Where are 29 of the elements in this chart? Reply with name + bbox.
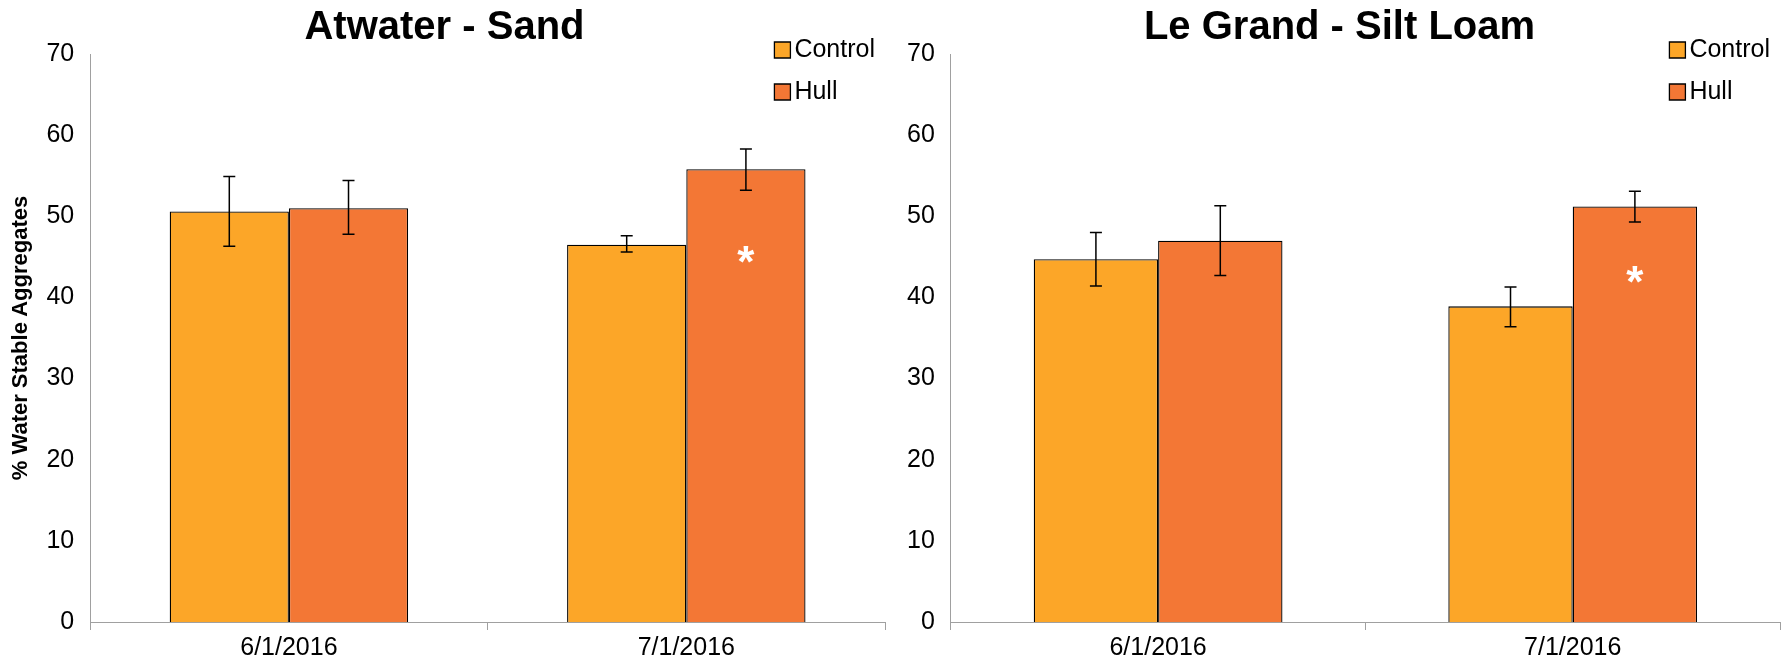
y-tick-label: 10: [907, 524, 935, 553]
y-tick-label: 40: [46, 281, 75, 310]
legend-label: Hull: [794, 75, 838, 104]
y-axis-title: % Water Stable Aggregates: [7, 195, 33, 481]
y-tick-label: 40: [907, 281, 935, 310]
y-tick-label: 30: [907, 362, 935, 391]
legend-label: Hull: [1689, 75, 1733, 104]
x-tick-label: 6/1/2016: [240, 631, 338, 660]
chart-title: Le Grand - Silt Loam: [1143, 3, 1536, 48]
y-tick-label: 50: [46, 200, 75, 229]
legend-label: Control: [1689, 33, 1770, 62]
x-tick-label: 7/1/2016: [637, 631, 735, 660]
y-tick-label: 0: [60, 605, 75, 634]
y-tick-label: 10: [46, 524, 75, 553]
y-tick-label: 20: [46, 443, 75, 472]
annotation: *: [737, 237, 756, 286]
y-tick-label: 20: [907, 443, 935, 472]
y-tick-label: 60: [46, 119, 75, 148]
y-tick-label: 30: [46, 362, 75, 391]
y-tick-label: 0: [920, 605, 935, 634]
chart-title: Atwater - Sand: [304, 3, 585, 48]
y-tick-label: 70: [46, 37, 75, 66]
y-tick-label: 50: [907, 200, 935, 229]
annotation: *: [1626, 257, 1645, 307]
x-tick-label: 7/1/2016: [1524, 631, 1622, 660]
x-tick-label: 6/1/2016: [1109, 631, 1207, 660]
y-tick-label: 70: [907, 37, 935, 66]
y-tick-label: 60: [907, 119, 935, 148]
legend-label: Control: [794, 33, 875, 62]
